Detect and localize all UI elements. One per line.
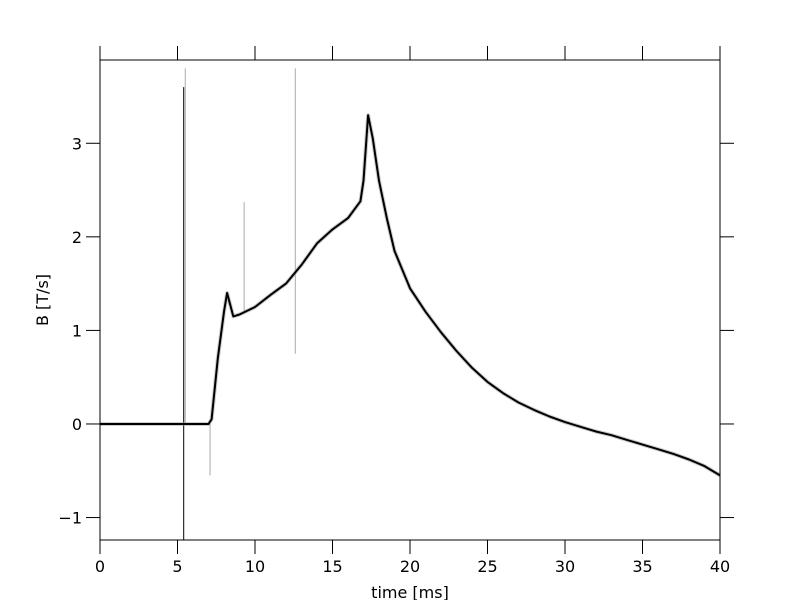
series-noise-band xyxy=(100,113,722,478)
plot-area xyxy=(100,68,722,540)
x-tick-label: 35 xyxy=(632,557,652,576)
x-tick-label: 25 xyxy=(477,557,497,576)
x-tick-label: 30 xyxy=(555,557,575,576)
y-tick-label: 2 xyxy=(72,228,82,247)
x-tick-label: 40 xyxy=(710,557,730,576)
series-line xyxy=(100,114,721,477)
x-tick-label: 5 xyxy=(172,557,182,576)
y-tick-label: −1 xyxy=(58,509,82,528)
ticks: 0 5 10 15 20 25 30 35 40 −1 0 1 2 3 xyxy=(58,46,734,576)
y-tick-label: 3 xyxy=(72,134,82,153)
y-tick-label: 0 xyxy=(72,415,82,434)
axes-frame xyxy=(99,59,721,541)
x-tick-label: 15 xyxy=(322,557,342,576)
x-tick-label: 20 xyxy=(400,557,420,576)
y-axis-label: B [T/s] xyxy=(33,274,52,326)
x-tick-label: 0 xyxy=(95,557,105,576)
x-axis-label: time [ms] xyxy=(371,583,449,600)
x-tick-label: 10 xyxy=(245,557,265,576)
y-tick-label: 1 xyxy=(72,321,82,340)
